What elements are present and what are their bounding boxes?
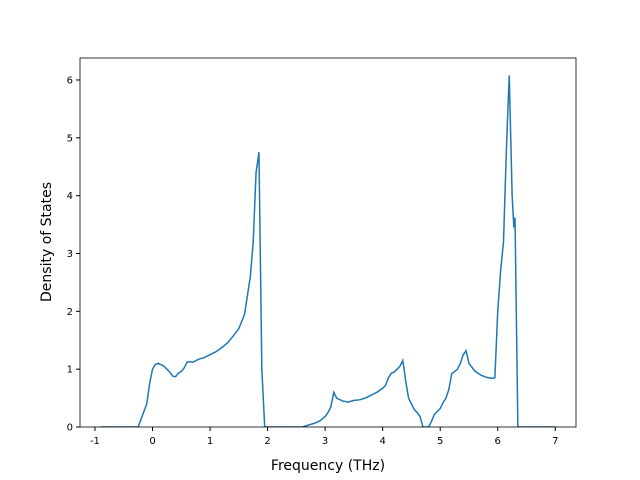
y-tick-label: 5: [67, 133, 73, 144]
y-tick-label: 2: [67, 307, 73, 318]
plot-frame: [79, 57, 577, 428]
x-tick-label: 3: [322, 436, 328, 447]
x-tick-label: 1: [207, 436, 213, 447]
x-tick-label: 4: [379, 436, 385, 447]
y-tick-label: 3: [67, 249, 73, 260]
line: [100, 75, 556, 427]
y-tick-label: 4: [67, 191, 73, 202]
y-tick-label: 0: [67, 423, 73, 434]
x-tick-label: -1: [90, 436, 100, 447]
x-tick-label: 7: [552, 436, 558, 447]
y-tick-label: 1: [67, 365, 73, 376]
x-tick-label: 5: [437, 436, 443, 447]
x-tick-label: 2: [264, 436, 270, 447]
y-tick-label: 6: [67, 75, 73, 86]
x-tick-label: 0: [149, 436, 155, 447]
x-axis-label: Frequency (THz): [271, 458, 385, 474]
x-tick-label: 6: [495, 436, 501, 447]
y-axis-label: Density of States: [39, 182, 55, 302]
